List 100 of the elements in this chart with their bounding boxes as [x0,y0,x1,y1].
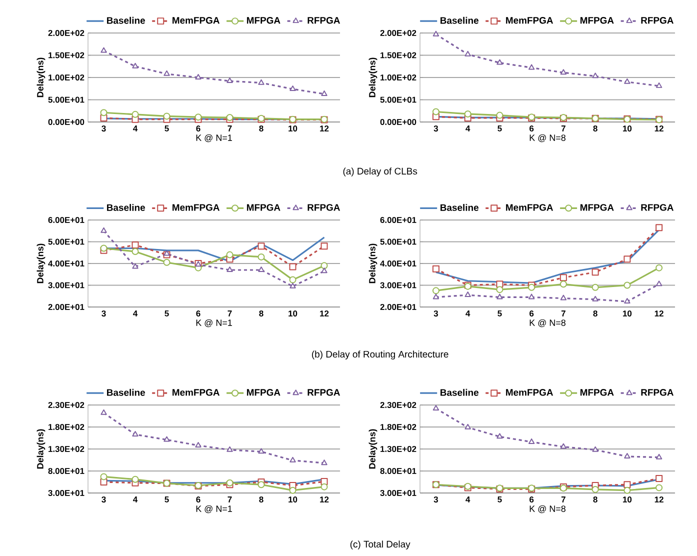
point [432,30,440,36]
y-tick-label: 1.00E+02 [48,74,84,80]
point [226,251,234,258]
point [624,481,631,488]
y-tick-label: 3.00E+01 [380,490,416,496]
y-tick-label: 1.50E+02 [48,52,84,58]
legend-label: MemFPGA [506,204,554,211]
point [321,268,328,274]
y-tick-label: 1.30E+02 [380,446,416,452]
point [226,266,233,272]
x-tick-label: 3 [102,126,106,132]
point [432,265,440,272]
legend-label: MemFPGA [172,17,220,24]
point [656,474,663,482]
point [560,274,567,282]
x-tick-label: 6 [196,126,200,132]
point [164,70,170,76]
y-tick-label: 2.30E+02 [48,402,84,408]
point [496,286,504,294]
x-tick-label: 8 [593,310,598,316]
x-tick-label: 10 [288,496,298,502]
legend-label: RFPGA [308,204,340,211]
point [258,481,265,488]
x-tick-label: 6 [530,126,534,132]
point [226,446,233,452]
point [320,483,328,490]
point [258,253,265,260]
x-axis-title: K @ N=1 [196,505,232,514]
point [100,409,107,415]
point [163,112,170,120]
point [258,266,264,272]
x-tick-label: 4 [466,496,470,502]
x-tick-label: 3 [434,310,438,317]
point [496,294,503,300]
point [624,256,631,263]
x-tick-label: 3 [434,126,438,132]
point [195,442,202,448]
point [560,69,567,75]
x-tick-label: 10 [623,310,632,316]
y-tick-label: 5.00E+01 [380,238,416,245]
point [496,59,503,65]
point [656,454,662,460]
point [132,248,139,256]
x-tick-label: 7 [228,310,232,316]
x-tick-label: 6 [196,496,200,502]
point [592,486,599,493]
legend-label: MFPGA [246,389,280,396]
x-tick-label: 12 [320,496,329,502]
x-tick-label: 4 [466,126,470,132]
point [624,486,631,494]
x-tick-label: 12 [654,496,664,502]
y-tick-label: 2.00E+02 [48,30,84,36]
point [496,280,504,288]
point [320,262,328,270]
point [321,90,328,96]
y-tick-label: 1.80E+02 [380,424,416,430]
x-tick-label: 8 [259,496,264,502]
point [464,424,471,430]
point [496,433,503,439]
point [560,443,567,449]
x-tick-label: 7 [561,310,566,316]
x-tick-label: 12 [320,126,329,132]
point [164,250,170,256]
point [560,280,567,288]
x-tick-label: 6 [530,310,534,316]
x-tick-label: 8 [593,126,598,132]
x-tick-label: 12 [320,310,329,316]
legend-label: MFPGA [580,204,614,211]
x-tick-label: 7 [561,496,566,502]
legend-label: Baseline [107,388,145,396]
point [432,405,440,411]
legend-label: MFPGA [580,17,614,24]
y-axis-title: Delay(ns) [368,244,378,284]
legend-label: RFPGA [641,204,674,211]
y-axis-title: Delay(ns) [36,58,46,98]
x-tick-label: 12 [654,126,664,132]
x-axis-title: K @ N=8 [530,319,566,328]
point [132,110,139,118]
y-axis-title: Delay(ns) [36,429,46,469]
point [195,74,202,80]
legend-label: RFPGA [308,389,340,396]
legend-label: MemFPGA [172,389,220,396]
point [528,438,535,444]
point [464,50,471,56]
point [290,282,296,288]
y-tick-label: 0.00E+00 [380,118,416,125]
point [656,280,662,286]
x-tick-label: 3 [102,310,106,317]
x-tick-label: 10 [288,310,298,316]
legend-label: MemFPGA [172,204,220,211]
point [592,268,599,276]
x-tick-label: 5 [164,126,169,132]
y-tick-label: 6.00E+01 [48,216,84,223]
x-axis-title: K @ N=8 [530,505,566,514]
point [163,258,170,266]
legend-label: Baseline [440,16,478,24]
point [258,448,264,454]
y-axis-title: Delay(ns) [368,58,378,98]
y-tick-label: 2.00E+02 [380,30,416,36]
point [528,64,535,70]
